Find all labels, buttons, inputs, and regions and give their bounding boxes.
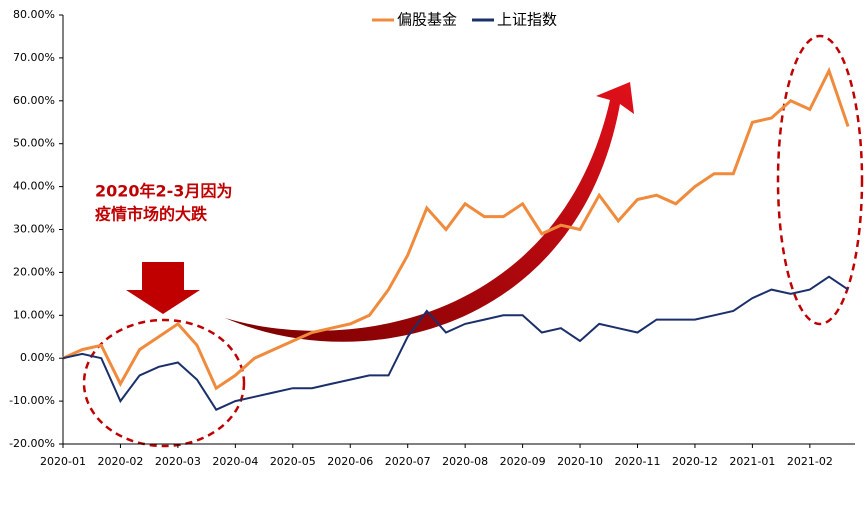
y-tick-label: 60.00%	[13, 94, 55, 107]
legend-label: 上证指数	[497, 11, 557, 29]
x-tick-label: 2020-07	[385, 455, 431, 468]
annotation: 2020年2-3月因为	[95, 182, 232, 201]
x-tick-label: 2020-04	[212, 455, 258, 468]
highlight-circle	[776, 34, 864, 326]
x-tick-label: 2021-01	[729, 455, 775, 468]
y-tick-label: 50.00%	[13, 137, 55, 150]
x-tick-label: 2020-09	[500, 455, 546, 468]
x-tick-label: 2020-02	[97, 455, 143, 468]
x-tick-label: 2020-12	[672, 455, 718, 468]
y-tick-label: -10.00%	[9, 394, 55, 407]
y-tick-label: 0.00%	[20, 351, 55, 364]
highlight-circle	[82, 318, 246, 448]
x-tick-label: 2020-08	[442, 455, 488, 468]
x-tick-label: 2020-05	[270, 455, 316, 468]
y-tick-label: -20.00%	[9, 437, 55, 450]
x-tick-label: 2020-03	[155, 455, 201, 468]
series-line	[62, 66, 850, 391]
legend-label: 偏股基金	[397, 11, 457, 29]
x-tick-label: 2020-10	[557, 455, 603, 468]
annotation: 疫情市场的大跌	[95, 205, 208, 224]
y-tick-label: 20.00%	[13, 265, 55, 278]
y-tick-label: 70.00%	[13, 51, 55, 64]
x-tick-label: 2020-06	[327, 455, 373, 468]
series-line	[62, 275, 849, 411]
y-tick-label: 40.00%	[13, 180, 55, 193]
x-tick-label: 2020-01	[40, 455, 86, 468]
y-tick-label: 30.00%	[13, 223, 55, 236]
y-tick-label: 10.00%	[13, 308, 55, 321]
y-tick-label: 80.00%	[13, 8, 55, 21]
x-tick-label: 2020-11	[615, 455, 661, 468]
down-arrow	[126, 262, 200, 314]
x-tick-label: 2021-02	[787, 455, 833, 468]
